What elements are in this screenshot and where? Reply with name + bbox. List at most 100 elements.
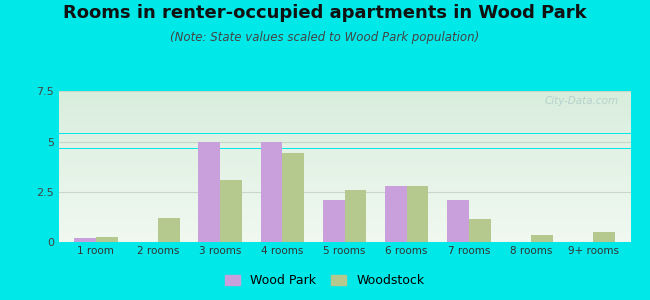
Bar xyxy=(58,94,630,95)
Bar xyxy=(58,149,630,150)
Bar xyxy=(407,185,428,242)
Bar xyxy=(58,191,630,192)
Bar xyxy=(58,115,630,116)
Bar xyxy=(58,136,630,137)
Bar xyxy=(58,216,630,217)
Bar xyxy=(58,217,630,218)
Bar xyxy=(58,234,630,235)
Bar xyxy=(58,180,630,181)
Bar xyxy=(58,228,630,229)
Bar xyxy=(58,189,630,190)
Bar xyxy=(58,177,630,178)
Bar xyxy=(58,225,630,226)
Bar xyxy=(531,235,552,242)
Bar xyxy=(58,235,630,236)
Bar xyxy=(58,230,630,231)
Bar xyxy=(58,183,630,184)
Bar xyxy=(58,236,630,237)
Bar xyxy=(58,106,630,107)
Bar xyxy=(58,146,630,147)
Bar xyxy=(58,168,630,169)
Bar xyxy=(58,158,630,159)
Bar xyxy=(58,223,630,224)
Bar xyxy=(58,204,630,205)
Bar xyxy=(58,100,630,101)
Bar xyxy=(58,194,630,195)
Bar xyxy=(58,119,630,120)
Bar xyxy=(58,238,630,239)
Bar xyxy=(58,107,630,108)
Bar xyxy=(593,232,615,242)
Bar xyxy=(58,190,630,191)
Bar xyxy=(58,155,630,156)
Bar xyxy=(58,156,630,157)
Bar xyxy=(58,117,630,118)
Bar xyxy=(58,227,630,228)
Bar xyxy=(58,218,630,219)
Bar xyxy=(58,174,630,175)
Bar xyxy=(58,215,630,216)
Bar xyxy=(58,99,630,100)
Bar xyxy=(58,131,630,132)
Bar xyxy=(469,218,491,242)
Bar xyxy=(58,199,630,200)
Bar xyxy=(58,212,630,213)
Bar xyxy=(58,169,630,170)
Bar xyxy=(58,147,630,148)
Bar xyxy=(58,202,630,203)
Bar xyxy=(58,173,630,174)
Bar xyxy=(58,141,630,142)
Bar xyxy=(58,185,630,186)
Bar xyxy=(58,152,630,153)
Bar xyxy=(58,103,630,104)
Bar xyxy=(58,219,630,220)
Bar xyxy=(58,125,630,126)
Text: (Note: State values scaled to Wood Park population): (Note: State values scaled to Wood Park … xyxy=(170,32,480,44)
Bar xyxy=(58,110,630,111)
Bar xyxy=(58,224,630,225)
Bar xyxy=(344,190,366,242)
Bar xyxy=(58,159,630,160)
Bar xyxy=(58,133,630,134)
Bar xyxy=(58,220,630,221)
Bar xyxy=(58,113,630,114)
Bar xyxy=(58,240,630,241)
Bar xyxy=(58,118,630,119)
Bar xyxy=(74,238,96,242)
Bar xyxy=(58,169,630,170)
Bar xyxy=(58,166,630,167)
Bar xyxy=(58,201,630,202)
Bar xyxy=(58,182,630,183)
Bar xyxy=(58,221,630,222)
Bar xyxy=(58,206,630,207)
Bar xyxy=(58,116,630,117)
Bar xyxy=(58,184,630,185)
Bar xyxy=(58,137,630,138)
Bar xyxy=(58,186,630,187)
Bar xyxy=(58,226,630,227)
Bar xyxy=(96,236,118,242)
Bar xyxy=(58,170,630,171)
Bar xyxy=(220,179,242,242)
Bar xyxy=(58,105,630,106)
Bar xyxy=(58,179,630,180)
Bar xyxy=(58,153,630,154)
Bar xyxy=(58,214,630,215)
Bar xyxy=(58,154,630,155)
Bar xyxy=(58,109,630,110)
Bar xyxy=(58,134,630,135)
Bar xyxy=(58,143,630,144)
Bar xyxy=(58,140,630,141)
Bar xyxy=(58,98,630,99)
Bar xyxy=(58,188,630,189)
Text: City-Data.com: City-Data.com xyxy=(545,96,619,106)
Bar xyxy=(447,200,469,242)
Bar xyxy=(58,241,630,242)
Bar xyxy=(158,218,180,242)
Bar xyxy=(58,127,630,128)
Bar xyxy=(58,239,630,240)
Bar xyxy=(198,142,220,242)
Bar xyxy=(58,208,630,209)
Bar xyxy=(58,93,630,94)
Bar xyxy=(58,101,630,102)
